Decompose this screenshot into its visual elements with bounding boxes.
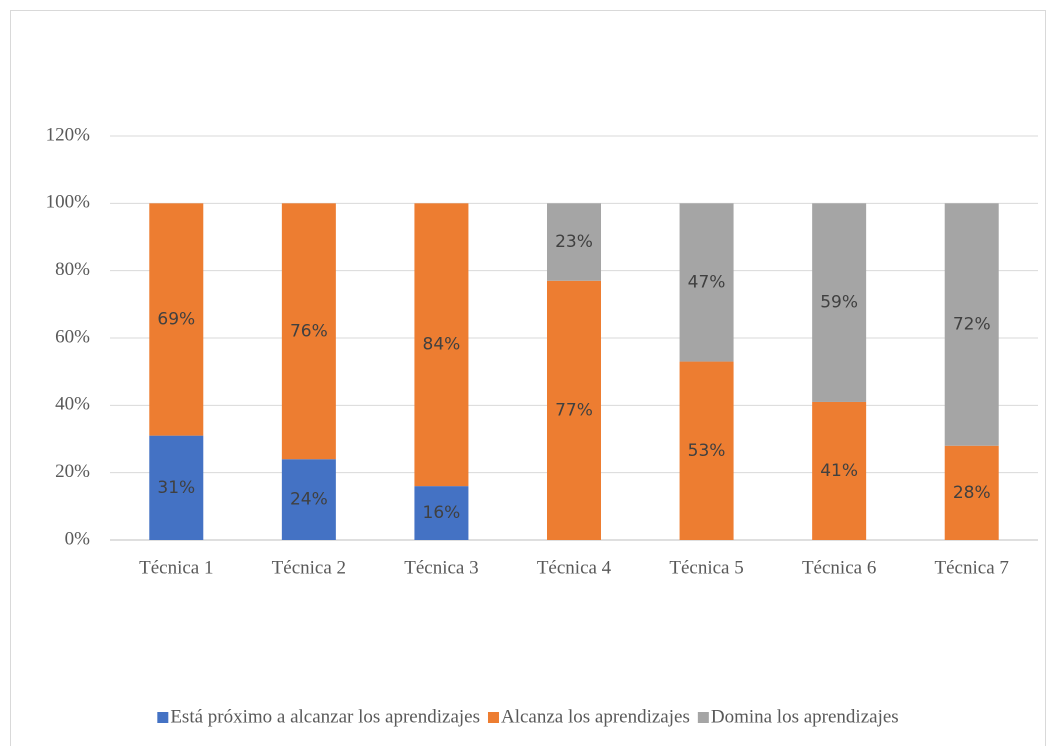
legend-label: Domina los aprendizajes <box>711 706 899 727</box>
data-label: 77% <box>555 400 593 420</box>
bar-segment <box>812 203 867 402</box>
data-label: 53% <box>688 441 726 461</box>
bar-segment <box>812 401 867 540</box>
x-tick-label: Técnica 1 <box>139 557 213 578</box>
bar-segment <box>414 486 469 540</box>
bar-segment <box>281 203 336 460</box>
y-tick-label: 60% <box>55 326 90 347</box>
bar-segment <box>679 361 734 540</box>
legend-label: Alcanza los aprendizajes <box>501 706 690 727</box>
data-label: 28% <box>953 483 991 503</box>
y-tick-label: 120% <box>46 124 91 145</box>
legend-swatch <box>697 712 709 723</box>
y-tick-label: 20% <box>55 461 90 482</box>
data-label: 69% <box>157 309 195 329</box>
data-label: 72% <box>953 315 991 335</box>
y-tick-label: 80% <box>55 259 90 280</box>
data-label: 23% <box>555 232 593 252</box>
bar-segment <box>679 203 734 362</box>
x-tick-label: Técnica 3 <box>404 557 478 578</box>
bar-segment <box>944 445 999 540</box>
y-tick-label: 0% <box>65 528 91 549</box>
bar-segment <box>281 459 336 540</box>
y-tick-label: 100% <box>46 192 91 213</box>
data-label: 47% <box>688 272 726 292</box>
bar-segment <box>149 203 204 436</box>
data-label: 24% <box>290 490 328 510</box>
bar-segment <box>414 203 469 487</box>
x-tick-label: Técnica 4 <box>537 557 612 578</box>
data-label: 59% <box>820 293 858 313</box>
bar-segment <box>944 203 999 446</box>
data-label: 31% <box>157 478 195 498</box>
legend-swatch <box>157 712 169 723</box>
x-tick-label: Técnica 2 <box>272 557 346 578</box>
data-label: 16% <box>423 503 461 523</box>
x-tick-label: Técnica 5 <box>669 557 743 578</box>
bar-segment <box>547 203 601 281</box>
data-label: 84% <box>423 335 461 355</box>
bar-segment <box>547 280 601 540</box>
data-label: 41% <box>820 461 858 481</box>
legend-label: Está próximo a alcanzar los aprendizajes <box>170 706 480 727</box>
data-label: 76% <box>290 321 328 341</box>
x-tick-label: Técnica 6 <box>802 557 876 578</box>
legend-swatch <box>487 712 499 723</box>
x-tick-label: Técnica 7 <box>935 557 1009 578</box>
y-tick-label: 40% <box>55 394 90 415</box>
bar-segment <box>149 435 204 540</box>
